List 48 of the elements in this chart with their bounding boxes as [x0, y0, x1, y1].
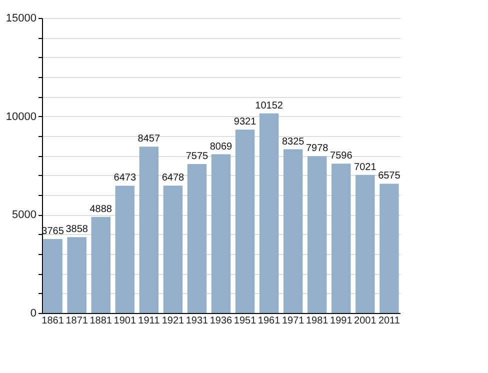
x-tick-label: 2001: [354, 316, 377, 326]
data-label: 8069: [210, 141, 233, 152]
bar: [356, 174, 375, 313]
data-label: 4888: [90, 204, 112, 215]
x-tick-label: 1981: [306, 316, 329, 326]
bar: [283, 149, 303, 313]
bar: [115, 186, 135, 313]
x-tick-label: 1971: [282, 316, 305, 326]
bar: [259, 113, 279, 313]
y-tick-label: 10000: [6, 110, 36, 123]
data-label: 8325: [282, 136, 305, 148]
bar: [307, 156, 327, 313]
bar: [67, 237, 86, 313]
x-tick-label: 1936: [210, 316, 233, 326]
x-tick-label: 1931: [186, 316, 209, 326]
bar: [91, 216, 110, 313]
bar: [163, 186, 183, 313]
data-label: 10152: [255, 100, 284, 112]
x-tick-label: 1951: [234, 316, 257, 326]
x-tick-label: 1961: [258, 316, 281, 326]
bar: [187, 164, 207, 313]
bar: [139, 146, 159, 313]
data-label: 7596: [330, 150, 353, 162]
y-tick-label: 5000: [12, 209, 36, 222]
x-tick-label: 1881: [90, 316, 112, 326]
x-tick-label: 1911: [138, 316, 160, 326]
bar: [332, 164, 351, 313]
data-label: 6478: [162, 172, 185, 184]
data-label: 3858: [66, 224, 88, 236]
y-tick-label: 15000: [6, 12, 36, 24]
x-tick-label: 1901: [114, 316, 136, 326]
data-label: 6575: [378, 170, 401, 182]
x-tick-label: 1861: [42, 316, 64, 326]
bar: [43, 238, 62, 313]
bar: [235, 130, 255, 313]
data-label: 7021: [354, 162, 377, 173]
data-label: 7978: [306, 143, 329, 154]
x-tick-label: 1871: [66, 316, 88, 326]
bar: [211, 154, 231, 313]
x-tick-label: 1991: [330, 316, 353, 326]
data-label: 6473: [114, 172, 136, 184]
data-label: 9321: [234, 116, 257, 128]
y-tick-label: 0: [30, 308, 36, 320]
x-tick-label: 1921: [162, 316, 185, 326]
data-label: 8457: [138, 134, 160, 145]
data-label: 7575: [186, 151, 209, 162]
x-tick-label: 2011: [378, 316, 400, 326]
bar: [380, 184, 399, 313]
